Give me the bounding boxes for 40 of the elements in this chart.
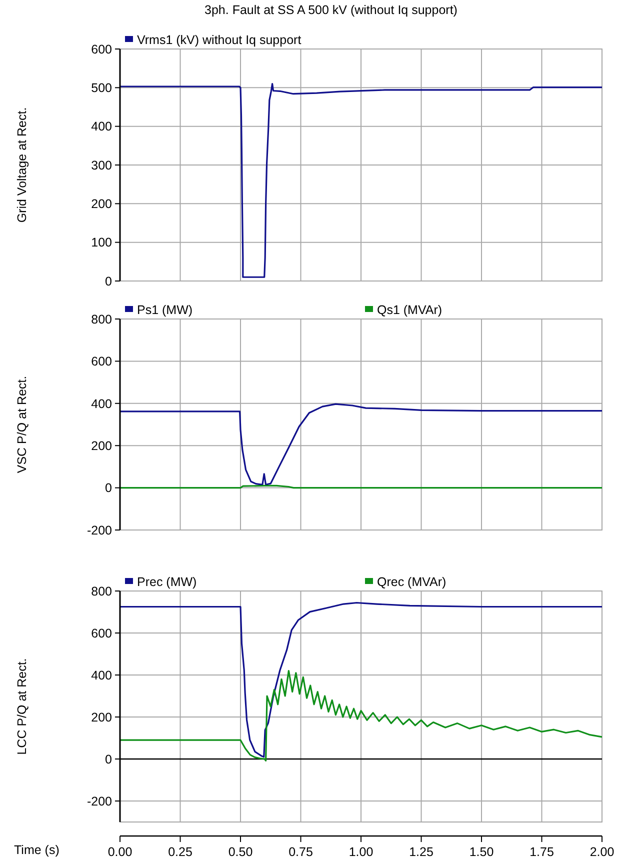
legend-label: Vrms1 (kV) without Iq support	[137, 33, 302, 47]
x-tick-label: 1.25	[409, 845, 434, 859]
line-series	[120, 403, 602, 486]
x-tick-label: 1.50	[469, 845, 494, 859]
y-tick-label: 400	[91, 668, 112, 682]
y-tick-label: 0	[105, 481, 112, 496]
y-tick-label: 400	[91, 396, 112, 411]
x-tick-label: 2.00	[590, 845, 614, 859]
y-tick-label: 600	[91, 626, 112, 640]
y-tick-label: -200	[86, 523, 112, 538]
y-tick-label: -200	[86, 794, 112, 808]
y-axis-title: LCC P/Q at Rect.	[15, 658, 29, 755]
legend-label: Prec (MW)	[137, 575, 197, 589]
x-axis-title: Time (s)	[14, 843, 60, 857]
y-tick-label: 0	[105, 274, 112, 288]
y-tick-label: 200	[91, 710, 112, 724]
legend-label: Ps1 (MW)	[137, 303, 193, 317]
legend-label: Qs1 (MVAr)	[377, 303, 442, 317]
y-axis-title: Grid Voltage at Rect.	[15, 107, 29, 223]
y-tick-label: 0	[105, 752, 112, 766]
x-tick-label: 1.00	[348, 845, 374, 859]
y-tick-label: 300	[91, 158, 112, 172]
y-tick-label: 800	[91, 312, 112, 326]
y-tick-label: 400	[91, 120, 112, 134]
y-tick-label: 600	[91, 42, 112, 56]
x-tick-label: 0.50	[228, 845, 253, 859]
y-tick-label: 600	[91, 354, 112, 369]
y-tick-label: 200	[91, 438, 112, 453]
x-tick-label: 0.00	[108, 845, 132, 859]
line-series	[120, 83, 602, 278]
y-tick-label: 100	[91, 236, 112, 250]
legend-label: Qrec (MVAr)	[377, 575, 446, 589]
y-axis-title: VSC P/Q at Rect.	[15, 376, 29, 474]
x-tick-label: 1.75	[530, 845, 554, 859]
y-tick-label: 200	[91, 197, 112, 212]
y-tick-label: 500	[91, 81, 112, 96]
x-tick-label: 0.25	[168, 845, 192, 859]
y-tick-label: 800	[91, 584, 112, 598]
chart-title: 3ph. Fault at SS A 500 kV (without Iq support)	[204, 3, 458, 17]
x-tick-label: 0.75	[288, 845, 313, 859]
